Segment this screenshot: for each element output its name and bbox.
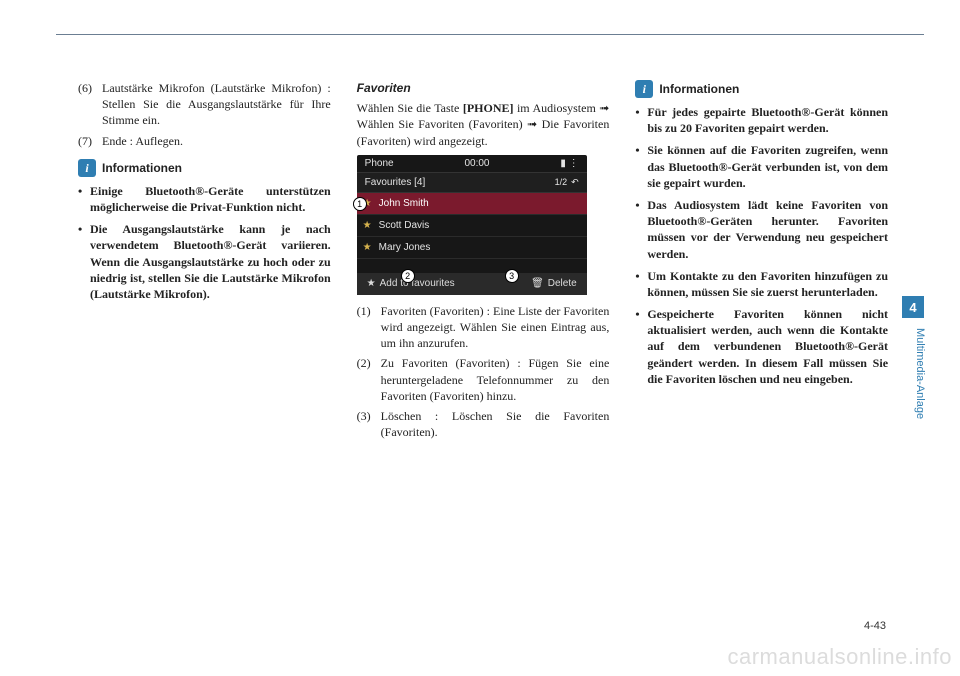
phone-status-icons: ▮ ⋮ (560, 157, 578, 171)
intro-paragraph: Wählen Sie die Taste [PHONE] im Audiosys… (357, 100, 610, 149)
phone-sub-left: Favourites [4] (365, 176, 426, 190)
bullet: • Um Kontakte zu den Favoriten hinzufüge… (635, 268, 888, 300)
phone-list: ★ John Smith ★ Scott Davis ★ Mary Jones (357, 193, 587, 259)
callout-marker: 1 (353, 197, 367, 211)
column-3: i Informationen • Für jedes gepairte Blu… (635, 80, 888, 606)
bullet-dot: • (635, 306, 647, 387)
bullet: • Gespeicherte Favoriten können nicht ak… (635, 306, 888, 387)
bullet-text: Um Kontakte zu den Favoriten hinzufügen … (647, 268, 888, 300)
bullet-text: Sie können auf die Favoriten zugreifen, … (647, 142, 888, 191)
phone-titlebar: Phone 00:00 ▮ ⋮ (357, 155, 587, 173)
bullet-text: Für jedes gepairte Bluetooth®-Gerät könn… (647, 104, 888, 136)
bullet-text: Die Ausgangslautstärke kann je nach verw… (90, 221, 331, 302)
callout-marker: 3 (505, 269, 519, 283)
bullet: • Die Ausgangslautstärke kann je nach ve… (78, 221, 331, 302)
phone-page: 1/2 (555, 176, 568, 188)
bullet-dot: • (635, 104, 647, 136)
item-text: Ende : Auflegen. (102, 133, 331, 149)
page-columns: (6) Lautstärke Mikrofon (Lautstärke Mikr… (78, 80, 888, 606)
star-icon: ★ (363, 215, 372, 237)
phone-subheader: Favourites [4] 1/2 ↶ (357, 173, 587, 193)
phone-screenshot: Phone 00:00 ▮ ⋮ Favourites [4] 1/2 ↶ ★ J… (357, 155, 587, 295)
bullet: • Das Audiosystem lädt keine Favoriten v… (635, 197, 888, 262)
bullet-dot: • (635, 142, 647, 191)
bullet-text: Gespeicherte Favoriten können nicht aktu… (647, 306, 888, 387)
item-text: Lautstärke Mikrofon (Lautstärke Mikrofon… (102, 80, 331, 129)
phone-row-label: Mary Jones (379, 242, 431, 253)
info-icon: i (78, 159, 96, 177)
star-icon: ★ (363, 237, 372, 259)
info-label: Informationen (659, 81, 739, 97)
list-item: (7) Ende : Auflegen. (78, 133, 331, 149)
item-number: (7) (78, 133, 102, 149)
top-rule (56, 34, 924, 35)
phone-row-label: Scott Davis (379, 220, 430, 231)
phone-row: ★ Mary Jones (357, 237, 587, 259)
item-number: (1) (357, 303, 381, 352)
phone-clock: 00:00 (464, 157, 489, 171)
chapter-label: Multimedia-Anlage (914, 328, 926, 419)
item-text: Löschen : Löschen Sie die Favoriten (Fav… (381, 408, 610, 440)
star-icon: ★ (367, 277, 376, 291)
bullet-text: Einige Bluetooth®-Geräte unterstützen mö… (90, 183, 331, 215)
bullet-text: Das Audiosystem lädt keine Favoriten von… (647, 197, 888, 262)
phone-row: ★ John Smith (357, 193, 587, 215)
phone-btm-left-label: Add to favourites (380, 277, 455, 291)
list-item: (2) Zu Favoriten (Favoriten) : Fügen Sie… (357, 355, 610, 404)
list-item: (3) Löschen : Löschen Sie die Favoriten … (357, 408, 610, 440)
watermark: carmanualsonline.info (727, 644, 952, 670)
phone-bottombar: ★ Add to favourites 🗑 Delete (357, 273, 587, 295)
bullet: • Sie können auf die Favoriten zugreifen… (635, 142, 888, 191)
info-header: i Informationen (78, 159, 331, 177)
bullet: • Einige Bluetooth®-Geräte unterstützen … (78, 183, 331, 215)
phone-row: ★ Scott Davis (357, 215, 587, 237)
intro-pre: Wählen Sie die Taste (357, 101, 463, 115)
phone-btm-right: 🗑 Delete (531, 277, 577, 291)
intro-bold: [PHONE] (463, 101, 514, 115)
bullet-dot: • (78, 183, 90, 215)
trash-icon: 🗑 (531, 277, 544, 291)
chapter-tab: 4 (902, 296, 924, 318)
list-item: (1) Favoriten (Favoriten) : Eine Liste d… (357, 303, 610, 352)
section-heading: Favoriten (357, 80, 610, 96)
info-label: Informationen (102, 160, 182, 176)
bullet: • Für jedes gepairte Bluetooth®-Gerät kö… (635, 104, 888, 136)
item-number: (6) (78, 80, 102, 129)
info-icon: i (635, 80, 653, 98)
item-number: (2) (357, 355, 381, 404)
column-2: Favoriten Wählen Sie die Taste [PHONE] i… (357, 80, 610, 606)
bullet-dot: • (635, 197, 647, 262)
column-1: (6) Lautstärke Mikrofon (Lautstärke Mikr… (78, 80, 331, 606)
bullet-dot: • (635, 268, 647, 300)
bullet-dot: • (78, 221, 90, 302)
list-item: (6) Lautstärke Mikrofon (Lautstärke Mikr… (78, 80, 331, 129)
item-number: (3) (357, 408, 381, 440)
item-text: Favoriten (Favoriten) : Eine Liste der F… (381, 303, 610, 352)
item-text: Zu Favoriten (Favoriten) : Fügen Sie ein… (381, 355, 610, 404)
page-number: 4-43 (864, 620, 886, 632)
info-header: i Informationen (635, 80, 888, 98)
phone-row-label: John Smith (379, 198, 429, 209)
phone-title: Phone (365, 157, 394, 171)
callout-marker: 2 (401, 269, 415, 283)
phone-btm-right-label: Delete (548, 277, 577, 291)
phone-pager: 1/2 ↶ (555, 176, 579, 188)
back-icon: ↶ (571, 176, 579, 188)
